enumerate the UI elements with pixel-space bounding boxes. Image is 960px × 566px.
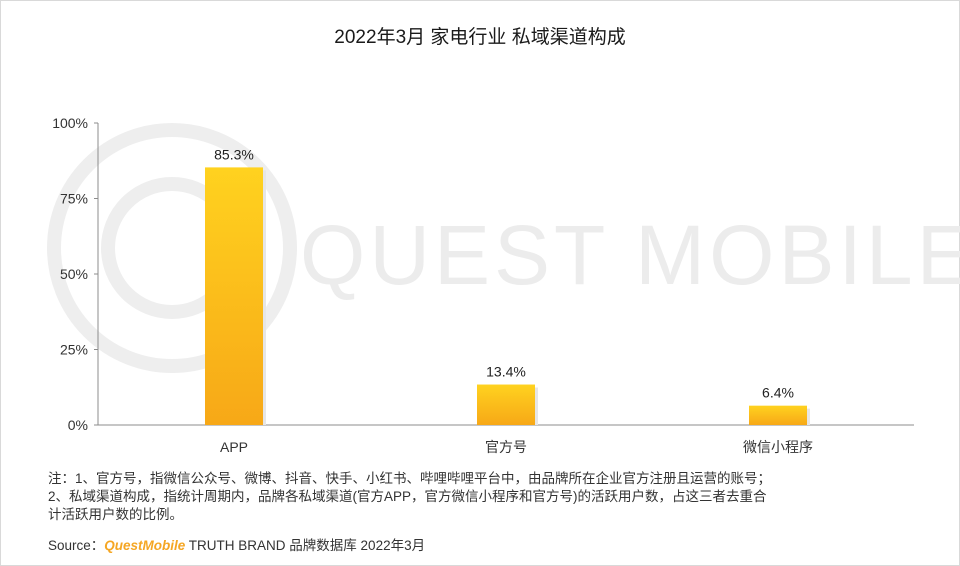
- bar-value-label: 13.4%: [486, 364, 526, 380]
- y-tick-label: 0%: [68, 417, 88, 433]
- bar: [477, 384, 535, 425]
- y-tick-label: 75%: [60, 191, 88, 207]
- chart-title: 2022年3月 家电行业 私域渠道构成: [334, 27, 626, 48]
- watermark-text: QUEST MOBILE: [300, 208, 960, 302]
- plot-area: 0% 25% 50% 75% 100% 85.3% APP 13.4% 官方号 6.4% 微信小程序: [52, 115, 914, 455]
- bar: [205, 167, 263, 426]
- y-tick-label: 50%: [60, 266, 88, 282]
- bar-value-label: 85.3%: [214, 146, 254, 162]
- y-tick-label: 25%: [60, 342, 88, 358]
- source-rest: TRUTH BRAND 品牌数据库 2022年3月: [185, 538, 426, 553]
- source-prefix: Source：: [48, 538, 105, 553]
- footnotes: 注：1、官方号，指微信公众号、微博、抖音、快手、小红书、哔哩哔哩平台中，由品牌所…: [48, 470, 928, 524]
- watermark-ring-outer: [47, 123, 297, 373]
- source-line: Source：QuestMobile TRUTH BRAND 品牌数据库 202…: [48, 534, 425, 554]
- x-category-label: 微信小程序: [743, 439, 813, 455]
- y-tick-label: 100%: [52, 115, 88, 131]
- footnote-line-1: 注：1、官方号，指微信公众号、微博、抖音、快手、小红书、哔哩哔哩平台中，由品牌所…: [48, 471, 772, 486]
- bar-chart: QUEST MOBILE 0% 25% 50% 75% 100% 85.3% APP 13.4…: [47, 115, 960, 455]
- footnote-line-3: 计活跃用户数的比例。: [48, 507, 183, 522]
- watermark: QUEST MOBILE: [47, 123, 960, 373]
- x-category-label: APP: [220, 439, 248, 455]
- x-category-label: 官方号: [485, 439, 527, 455]
- footnote-line-2: 2、私域渠道构成，指统计周期内，品牌各私域渠道(官方APP，官方微信小程序和官方…: [48, 489, 767, 504]
- source-brand: QuestMobile: [104, 538, 186, 553]
- bar: [749, 405, 807, 425]
- bar-value-label: 6.4%: [762, 385, 794, 401]
